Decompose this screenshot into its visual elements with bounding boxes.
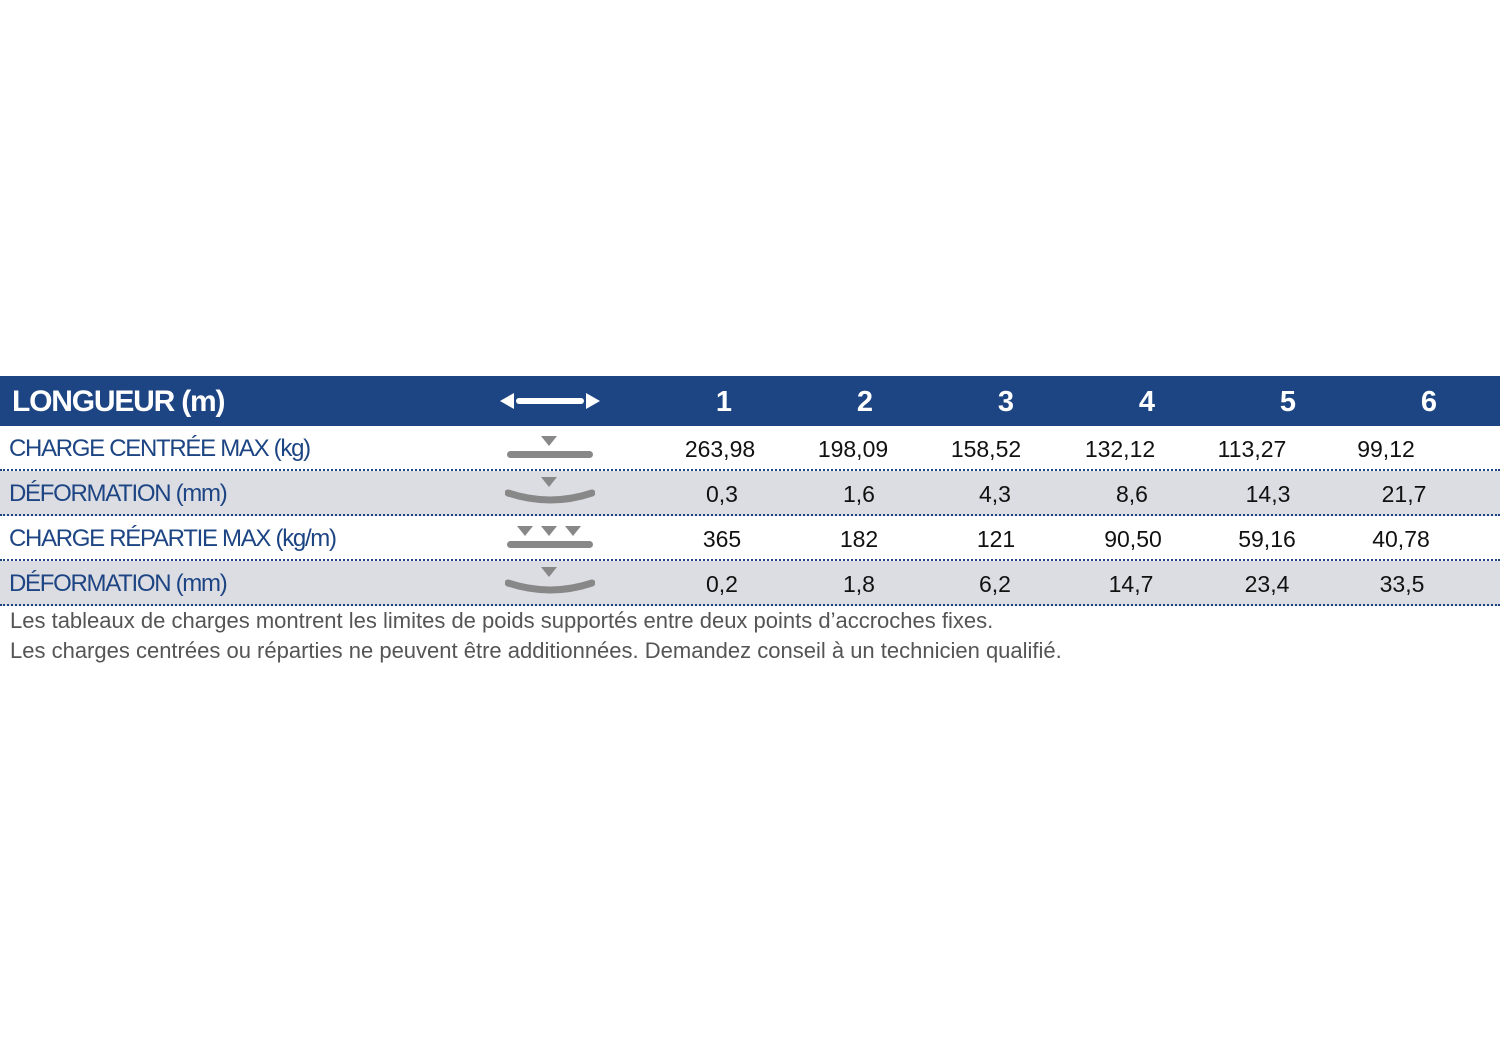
table-row-distributed-load: CHARGE RÉPARTIE MAX (kg/m) 365 182 121 9…: [0, 516, 1500, 561]
table-cell: 23,4: [1244, 571, 1290, 597]
row-label: CHARGE RÉPARTIE MAX (kg/m): [9, 525, 337, 552]
table-cell: 21,7: [1381, 481, 1427, 507]
table-cell: 113,27: [1217, 436, 1287, 462]
table-cell: 121: [976, 526, 1016, 552]
table-cell: 14,7: [1108, 571, 1154, 597]
table-cell: 4,3: [979, 481, 1011, 507]
row-label: DÉFORMATION (mm): [9, 480, 228, 507]
column-length-2: 2: [856, 386, 874, 418]
centered-deflection-icon: [505, 477, 595, 504]
table-row-centered-deflection: DÉFORMATION (mm) 0,3 1,6 4,3 8,6 14,3 21…: [0, 471, 1500, 516]
double-arrow-length-icon: [500, 393, 600, 409]
distributed-deflection-icon: [505, 567, 595, 594]
table-header: LONGUEUR (m) 1 2 3 4 5 6: [0, 376, 1500, 426]
table-cell: 1,8: [843, 571, 875, 597]
row-label: CHARGE CENTRÉE MAX (kg): [9, 435, 311, 462]
table-cell: 132,12: [1084, 436, 1156, 462]
table-cell: 90,50: [1104, 526, 1162, 552]
table-cell: 198,09: [817, 436, 889, 462]
table-cell: 0,3: [706, 481, 738, 507]
table-cell: 1,6: [843, 481, 875, 507]
table-cell: 6,2: [979, 571, 1011, 597]
distributed-load-icon: [507, 526, 593, 548]
table-cell: 0,2: [706, 571, 738, 597]
header-title: LONGUEUR (m): [12, 385, 225, 418]
table-cell: 59,16: [1238, 526, 1296, 552]
table-cell: 8,6: [1116, 481, 1148, 507]
centered-load-icon: [507, 436, 593, 458]
table-cell: 263,98: [684, 436, 756, 462]
footnote-line: Les tableaux de charges montrent les lim…: [10, 608, 994, 633]
table-cell: 40,78: [1372, 526, 1430, 552]
table-row-centered-load: CHARGE CENTRÉE MAX (kg) 263,98 198,09 15…: [0, 426, 1500, 471]
table-cell: 158,52: [950, 436, 1022, 462]
column-length-3: 3: [997, 386, 1015, 418]
footnote-line: Les charges centrées ou réparties ne peu…: [10, 638, 1062, 663]
table-cell: 99,12: [1357, 436, 1415, 462]
column-length-5: 5: [1279, 386, 1297, 418]
column-length-1: 1: [715, 386, 733, 418]
column-length-6: 6: [1420, 386, 1438, 418]
table-cell: 33,5: [1379, 571, 1425, 597]
table-cell: 365: [702, 526, 742, 552]
table-row-distributed-deflection: DÉFORMATION (mm) 0,2 1,8 6,2 14,7 23,4 3…: [0, 561, 1500, 606]
table-cell: 182: [839, 526, 879, 552]
table-cell: 14,3: [1245, 481, 1291, 507]
column-length-4: 4: [1138, 386, 1156, 418]
load-table: LONGUEUR (m) 1 2 3 4 5 6 CHARGE CENTRÉE …: [0, 376, 1500, 606]
row-label: DÉFORMATION (mm): [9, 570, 228, 597]
footnotes: Les tableaux de charges montrent les lim…: [10, 606, 1062, 666]
